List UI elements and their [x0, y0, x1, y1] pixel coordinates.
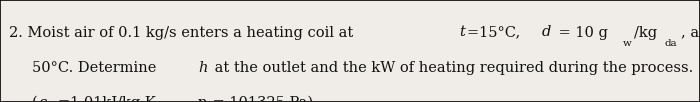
Text: = 10 g: = 10 g	[554, 26, 608, 39]
Text: , and exits it at: , and exits it at	[680, 26, 700, 39]
Text: 50°C. Determine: 50°C. Determine	[32, 61, 160, 75]
Text: = 101325 Pa): = 101325 Pa)	[209, 96, 314, 102]
Text: (: (	[32, 96, 37, 102]
Text: d: d	[542, 26, 551, 39]
Text: =1.01kJ/kg·K,: =1.01kJ/kg·K,	[58, 96, 165, 102]
Text: p: p	[196, 96, 206, 102]
Text: =15°C,: =15°C,	[467, 26, 525, 39]
Text: 2. Moist air of 0.1 kg/s enters a heating coil at: 2. Moist air of 0.1 kg/s enters a heatin…	[9, 26, 358, 39]
Text: c: c	[38, 96, 47, 102]
Text: h: h	[198, 61, 207, 75]
Text: /kg: /kg	[634, 26, 657, 39]
Text: da: da	[664, 39, 677, 48]
Text: t: t	[459, 26, 465, 39]
Text: at the outlet and the kW of heating required during the process.: at the outlet and the kW of heating requ…	[210, 61, 693, 75]
Text: w: w	[623, 39, 632, 48]
